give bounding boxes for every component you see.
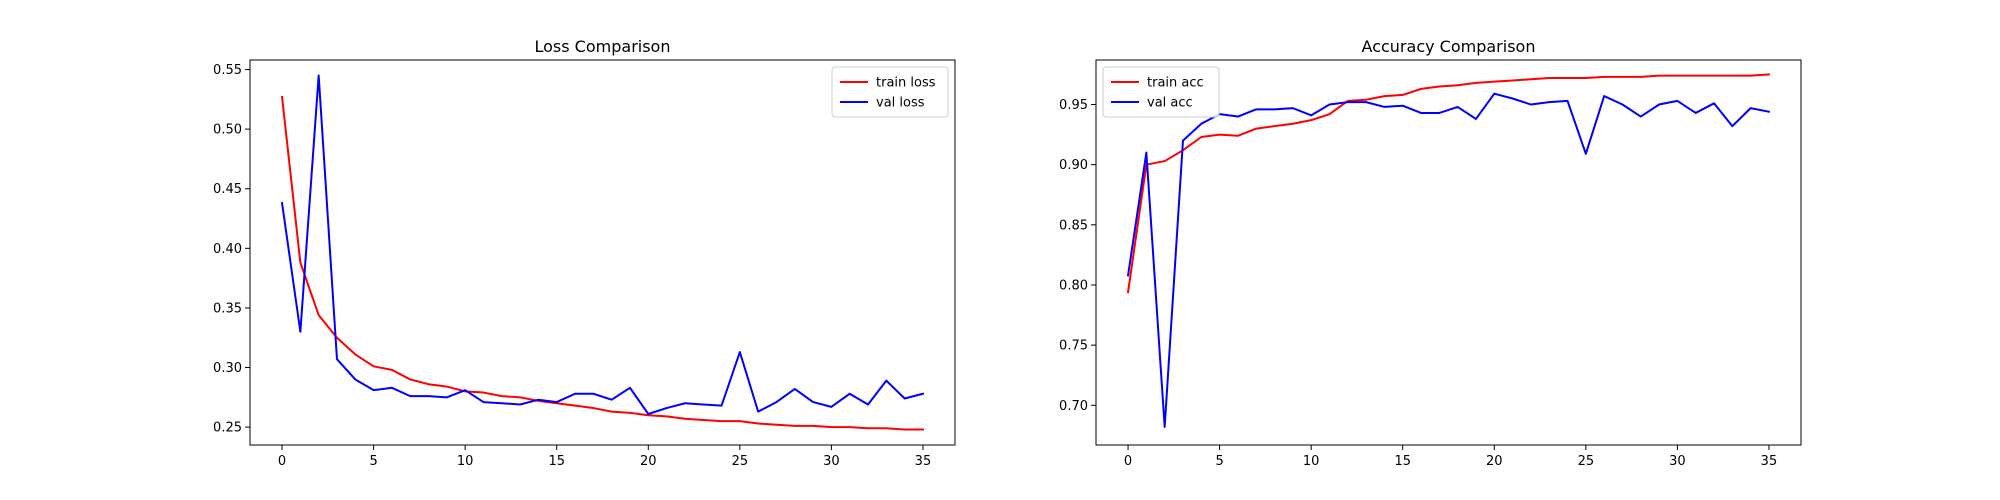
acc-legend-label: val acc — [1147, 96, 1193, 111]
acc-y-tick-label: 0.95 — [1059, 98, 1088, 113]
acc-x-tick-label: 20 — [1486, 454, 1503, 469]
loss-x-tick-label: 35 — [915, 454, 932, 469]
acc-legend: train acc val acc — [1102, 66, 1220, 118]
loss-legend-box — [831, 66, 949, 118]
acc-x-tick-label: 35 — [1761, 454, 1778, 469]
loss-series-line-val-loss — [280, 74, 925, 416]
acc-x-tick-label: 25 — [1578, 454, 1595, 469]
loss-x-tick-label: 15 — [548, 454, 565, 469]
acc-legend-label: train acc — [1147, 76, 1204, 91]
loss-x-tick-label: 25 — [732, 454, 749, 469]
loss-y-tick-label: 0.30 — [213, 361, 242, 376]
loss-legend-label: val loss — [876, 96, 925, 111]
loss-y-tick-label: 0.25 — [213, 421, 242, 436]
loss-x-tick-label: 20 — [640, 454, 657, 469]
loss-chart-title: Loss Comparison — [535, 37, 671, 56]
acc-y-tick-label: 0.90 — [1059, 158, 1088, 173]
accuracy-chart: Accuracy Comparison 0 5 10 15 20 25 30 35 0.70 0.… — [1059, 37, 1802, 469]
acc-x-tick-label: 15 — [1394, 454, 1411, 469]
acc-x-tick-label: 30 — [1669, 454, 1686, 469]
loss-y-tick-label: 0.40 — [213, 242, 242, 257]
accuracy-chart-title: Accuracy Comparison — [1362, 37, 1536, 56]
loss-x-tick-label: 0 — [278, 454, 286, 469]
loss-legend: train loss val loss — [831, 66, 949, 118]
loss-plot-frame — [249, 59, 956, 446]
loss-x-tick-label: 30 — [823, 454, 840, 469]
acc-y-tick-label: 0.80 — [1059, 278, 1088, 293]
loss-y-tick-label: 0.45 — [213, 182, 242, 197]
loss-x-tick-label: 5 — [369, 454, 377, 469]
loss-x-tick-label: 10 — [457, 454, 474, 469]
acc-series-line-val-acc — [1126, 92, 1771, 428]
acc-y-tick-label: 0.85 — [1059, 218, 1088, 233]
acc-y-tick-label: 0.70 — [1059, 399, 1088, 414]
loss-y-tick-label: 0.50 — [213, 123, 242, 138]
loss-y-tick-label: 0.55 — [213, 63, 242, 78]
acc-legend-box — [1102, 66, 1220, 118]
acc-x-tick-label: 5 — [1215, 454, 1223, 469]
acc-series-line-train-acc — [1126, 73, 1771, 294]
loss-chart: Loss Comparison 0 5 10 15 20 25 30 35 0.25 0.30 0.… — [213, 37, 956, 469]
acc-y-tick-label: 0.75 — [1059, 339, 1088, 354]
loss-y-tick-label: 0.35 — [213, 301, 242, 316]
acc-x-tick-label: 0 — [1124, 454, 1132, 469]
acc-plot-frame — [1095, 59, 1802, 446]
loss-series-line-train-loss — [280, 95, 924, 431]
loss-legend-label: train loss — [876, 76, 936, 91]
acc-x-tick-label: 10 — [1303, 454, 1320, 469]
